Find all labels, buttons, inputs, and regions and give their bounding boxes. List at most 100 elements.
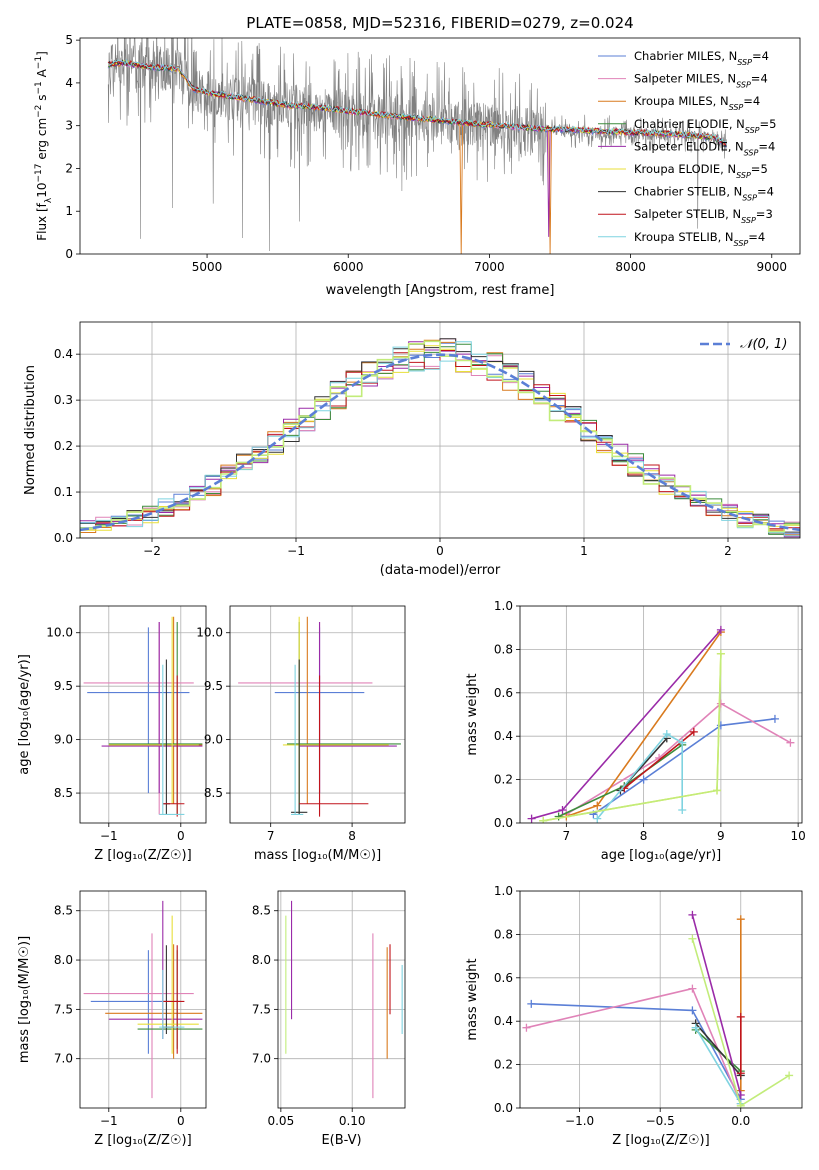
legend-nssp-value: 4 (758, 230, 765, 244)
series-marker-1 (688, 984, 697, 993)
y-tick-label: 8.0 (54, 953, 73, 967)
legend-nssp-eq: = (756, 207, 766, 221)
legend-nssp-eq: = (751, 72, 761, 86)
y-tick-label: 0.0 (494, 1101, 513, 1115)
x-axis-label: age [log₁₀(age/yr)] (601, 848, 722, 863)
legend-nssp-prefix: , N (720, 162, 736, 176)
y-tick-label: 0.4 (494, 729, 513, 743)
legend-nssp-eq: = (760, 117, 770, 131)
series-marker-7 (691, 1023, 700, 1032)
series-marker-8 (593, 814, 602, 823)
legend-model-name: Kroupa ELODIE (634, 162, 720, 176)
legend-label-0: Chabrier MILES, NSSP=4 (634, 49, 769, 67)
legend-nssp-sub: SSP (744, 148, 759, 157)
legend-nssp-sub: SSP (741, 216, 756, 225)
series-marker-0 (639, 775, 648, 784)
legend-label-3: Chabrier ELODIE, NSSP=5 (634, 117, 776, 135)
x-tick-label: 0.05 (267, 1114, 294, 1128)
y-axis-label: age [log₁₀(age/yr)] (17, 654, 32, 775)
panel-residuals: −2 −1 0 1 2 0.0 0.1 0.2 0.3 0.4 (data-model)/error… (23, 321, 801, 578)
series-marker-2 (736, 915, 745, 924)
y-tick-label: 9.5 (54, 679, 73, 693)
series-marker-8 (678, 738, 687, 747)
legend-nssp-prefix: , N (720, 72, 736, 86)
y-tick-label: 7.5 (54, 1002, 73, 1016)
y-tick-label: 9.0 (204, 733, 223, 747)
axes-frame (519, 890, 803, 1109)
legend-nssp-value: 4 (767, 185, 774, 199)
series-marker-8 (688, 934, 697, 943)
y-tick-label: 0.0 (494, 816, 513, 830)
y-tick-label: 0.3 (54, 393, 73, 407)
series-marker-0 (527, 999, 536, 1008)
legend-nssp-eq: = (758, 139, 768, 153)
y-axis-label-part: λ (44, 197, 54, 203)
panel-mass-vs-ebv: 0.05 0.10 7.0 7.5 8.0 8.5 E(B-V) (252, 890, 406, 1148)
panel-weight-vs-age: 7 8 9 10 0.0 0.2 0.4 0.6 0.8 1.0 age [log₁₀(age/yr… (465, 599, 806, 863)
y-axis-label-part: −17 (34, 164, 44, 183)
legend-nssp-value: 5 (760, 162, 767, 176)
x-tick-label: −1 (287, 544, 305, 558)
x-tick-label: 0 (177, 829, 185, 843)
legend-nssp-sub: SSP (736, 80, 751, 89)
series-line-5 (694, 1022, 742, 1077)
legend-nssp-value: 5 (769, 117, 776, 131)
plot-area (80, 891, 206, 1108)
y-axis-label: Normed distribution (23, 365, 38, 495)
gaussian-line (80, 353, 800, 532)
series-marker-3 (554, 812, 563, 821)
legend-nssp-prefix: , N (725, 207, 741, 221)
y-tick-label: 0.4 (54, 347, 73, 361)
legend-nssp-sub: SSP (737, 58, 752, 67)
x-axis-label: E(B-V) (321, 1133, 361, 1148)
y-tick-label: 8.0 (252, 953, 271, 967)
series-marker-1 (786, 738, 795, 747)
x-tick-label: −1 (100, 1114, 118, 1128)
spectrum-model-line-4 (107, 60, 727, 237)
series-marker-8 (662, 730, 671, 739)
axes-frame (229, 605, 406, 824)
y-axis-label-part: ] (35, 51, 49, 56)
plot-area (80, 322, 800, 538)
y-axis-label-part: −1 (34, 56, 44, 69)
panel-weight-vs-Z: −1.0 −0.5 0.0 0.0 0.2 0.4 0.6 0.8 1.0 Z [log₁₀(Z/… (465, 884, 803, 1148)
series-marker-2 (593, 801, 602, 810)
legend-label-8: Kroupa STELIB, NSSP=4 (634, 230, 765, 248)
y-axis-label-part: A (35, 68, 49, 81)
y-tick-label: 1.0 (494, 599, 513, 613)
legend-nssp-eq: = (751, 162, 761, 176)
series-marker-8 (678, 805, 687, 814)
y-axis-label: Flux [fλ10−17 erg cm−2 s−1 A−1] (34, 51, 54, 241)
series-line-0 (592, 718, 776, 815)
legend-nssp-eq: = (748, 230, 758, 244)
legend-model-name: Chabrier MILES (634, 49, 721, 63)
plot-area (80, 606, 206, 823)
y-tick-label: 3 (65, 119, 73, 133)
legend-nssp-sub: SSP (729, 103, 744, 112)
y-tick-label: 7.0 (54, 1052, 73, 1066)
legend-nssp-value: 4 (753, 94, 760, 108)
histogram-9 (80, 340, 800, 538)
series-marker-4 (558, 805, 567, 814)
legend-nssp-value: 4 (760, 72, 767, 86)
legend-nssp-eq: = (757, 185, 767, 199)
legend-model-name: Kroupa MILES (634, 94, 713, 108)
x-tick-label: 7000 (474, 260, 505, 274)
legend-nssp-sub: SSP (742, 193, 757, 202)
x-tick-label: 9000 (756, 260, 787, 274)
y-tick-label: 0.8 (494, 927, 513, 941)
plot-area (278, 891, 405, 1108)
legend-nssp-sub: SSP (745, 125, 760, 134)
x-tick-label: 0.0 (731, 1114, 750, 1128)
series-marker-7 (689, 727, 698, 736)
x-tick-label: −2 (143, 544, 161, 558)
legend-model-name: Chabrier STELIB (634, 185, 726, 199)
legend-nssp-prefix: , N (726, 185, 742, 199)
legend-label-2: Kroupa MILES, NSSP=4 (634, 94, 760, 112)
y-axis-label-part: s (35, 95, 49, 105)
x-axis-label: Z [log₁₀(Z/Z☉)] (612, 1133, 709, 1148)
axes-frame (519, 605, 803, 824)
y-axis-label: mass weight (465, 958, 480, 1040)
x-tick-label: 9 (717, 829, 725, 843)
y-tick-label: 0.2 (494, 1058, 513, 1072)
